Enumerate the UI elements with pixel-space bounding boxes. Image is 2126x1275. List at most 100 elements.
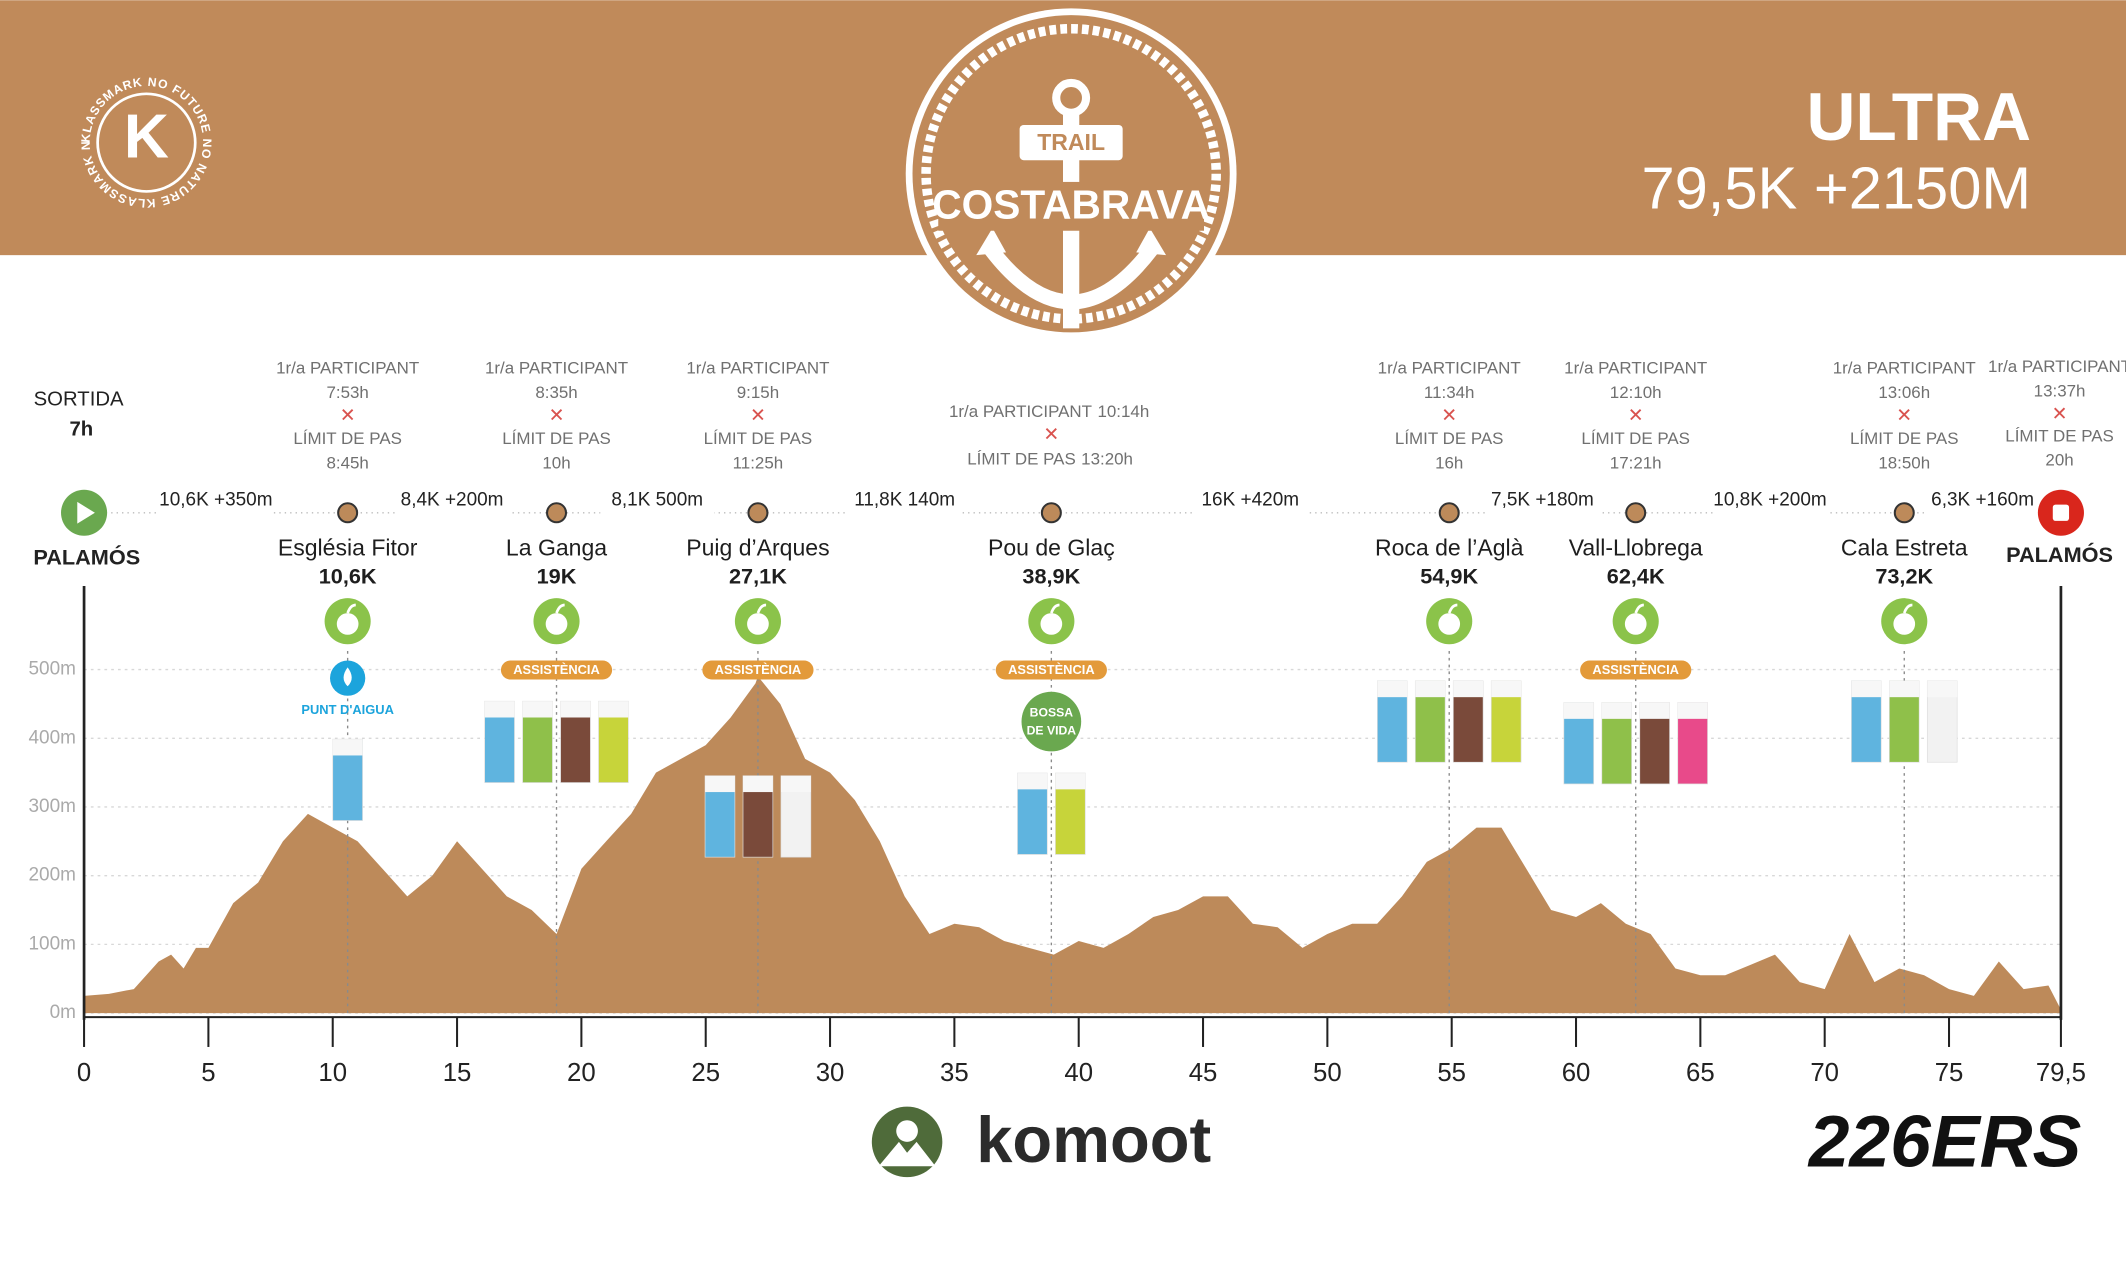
apple — [545, 613, 568, 635]
limit-time: 17:21h — [1610, 453, 1662, 472]
limit-label: LÍMIT DE PAS — [293, 429, 402, 448]
x-tick-label: 0 — [77, 1059, 91, 1087]
footer-sponsor: 226ERS — [1807, 1101, 2082, 1183]
logo-top: TRAIL — [1037, 129, 1105, 155]
product-band — [780, 775, 811, 793]
start-time: 7h — [69, 418, 93, 440]
finish-icon — [2052, 504, 2070, 521]
cross: ✕ — [1896, 406, 1912, 427]
apple — [1438, 613, 1461, 635]
first-label: 1r/a PARTICIPANT — [1564, 359, 1707, 378]
y-tick-label: 500m — [28, 659, 75, 680]
cross: ✕ — [2052, 404, 2068, 425]
first-time: 7:53h — [326, 383, 368, 402]
checkpoint-km: 54,9K — [1420, 564, 1478, 589]
segment-bg — [395, 499, 510, 524]
first-time: 12:10h — [1610, 383, 1662, 402]
product-band — [1377, 680, 1408, 698]
limit-time: 10h — [542, 453, 570, 472]
start-icon — [77, 501, 95, 524]
apple-leaf — [1634, 603, 1644, 614]
footer-map: komoot — [976, 1103, 1211, 1176]
bag-label: DE VIDA — [1027, 723, 1077, 737]
limit-time: 18:50h — [1878, 453, 1930, 472]
first-time: 11:34h — [1424, 383, 1475, 402]
assist-pill — [1580, 660, 1692, 680]
checkpoint-dot — [747, 502, 769, 524]
product-band — [1851, 680, 1882, 698]
y-tick-label: 200m — [28, 865, 75, 886]
assist-label: ASSISTÈNCIA — [1008, 662, 1095, 677]
product-band — [484, 701, 515, 718]
y-tick-label: 300m — [28, 796, 75, 817]
y-tick-label: 0m — [50, 1002, 76, 1023]
segment-label: 11,8K 140m — [854, 490, 955, 511]
race-distance: 79,5K +2150M — [1641, 155, 2031, 222]
first-time: 13:06h — [1878, 383, 1930, 402]
segment-bg — [158, 499, 273, 524]
checkpoint-name: Pou de Glaç — [988, 534, 1115, 560]
limit-label: LÍMIT DE PAS — [967, 449, 1076, 468]
x-tick-label: 55 — [1437, 1059, 1466, 1087]
first-label: 1r/a PARTICIPANT — [485, 359, 628, 378]
apple-leaf — [555, 603, 565, 614]
apple — [1624, 613, 1647, 635]
first-label: 1r/a PARTICIPANT — [1378, 359, 1521, 378]
water-label: PUNT D'AIGUA — [301, 702, 393, 717]
product-band — [1055, 773, 1086, 790]
x-tick-label: 75 — [1935, 1059, 1964, 1087]
apple — [1893, 613, 1916, 635]
first-label: 1r/a PARTICIPANT — [276, 359, 419, 378]
product-band — [705, 775, 735, 793]
segment-bg — [600, 499, 715, 524]
assist-pill — [995, 660, 1107, 680]
checkpoint-dot — [1040, 502, 1062, 524]
product-band — [560, 701, 591, 718]
checkpoint-dot — [1893, 502, 1915, 524]
checkpoint-km: 10,6K — [319, 564, 377, 589]
first-label: 1r/a PARTICIPANT — [949, 402, 1092, 421]
limit-label: LÍMIT DE PAS — [1850, 429, 1959, 448]
segment-label: 8,4K +200m — [401, 490, 504, 511]
product-band — [522, 701, 553, 718]
finish-place: PALAMÓS — [2006, 542, 2113, 567]
first-label: 1r/a PARTICIPANT — [686, 359, 829, 378]
checkpoint-km: 73,2K — [1875, 564, 1933, 589]
segment-label: 10,6K +350m — [159, 490, 272, 511]
brand-letter: K — [124, 103, 169, 172]
finish-limit-time: 20h — [2045, 451, 2073, 470]
product-band — [743, 775, 773, 793]
product-band — [598, 701, 629, 718]
segment-bg — [1193, 499, 1308, 524]
x-tick-label: 40 — [1064, 1059, 1093, 1087]
y-tick-label: 100m — [28, 933, 75, 954]
assist-label: ASSISTÈNCIA — [715, 662, 802, 677]
product-band — [1453, 680, 1484, 698]
checkpoint-km: 38,9K — [1022, 564, 1080, 589]
first-label: 1r/a PARTICIPANT — [1833, 359, 1976, 378]
first-time: 9:15h — [737, 383, 779, 402]
limit-label: LÍMIT DE PAS — [704, 429, 813, 448]
segment-label: 16K +420m — [1202, 490, 1300, 511]
x-tick-label: 79,5 — [2036, 1059, 2086, 1087]
apple-leaf — [1447, 603, 1458, 614]
product-band — [1601, 702, 1632, 719]
segment-bg — [1925, 499, 2040, 524]
cross: ✕ — [1628, 406, 1644, 427]
segment-bg — [847, 499, 962, 524]
race-logo: TRAIL COSTABRAVA — [905, 8, 1237, 340]
x-tick-label: 5 — [201, 1059, 215, 1087]
apple-leaf — [756, 603, 767, 614]
finish-first-label: 1r/a PARTICIPANT — [1988, 357, 2126, 376]
checkpoint-name: Església Fitor — [278, 534, 418, 560]
first-time: 8:35h — [535, 383, 577, 402]
checkpoint-name: Roca de l’Aglà — [1375, 534, 1524, 560]
segment-label: 7,5K +180m — [1491, 490, 1594, 511]
assist-label: ASSISTÈNCIA — [513, 662, 600, 677]
checkpoint-dot — [1625, 502, 1647, 524]
race-title: ULTRA — [1806, 80, 2031, 155]
apple-leaf — [346, 603, 356, 614]
x-tick-label: 10 — [318, 1059, 347, 1087]
elevation-area — [84, 676, 2061, 1014]
